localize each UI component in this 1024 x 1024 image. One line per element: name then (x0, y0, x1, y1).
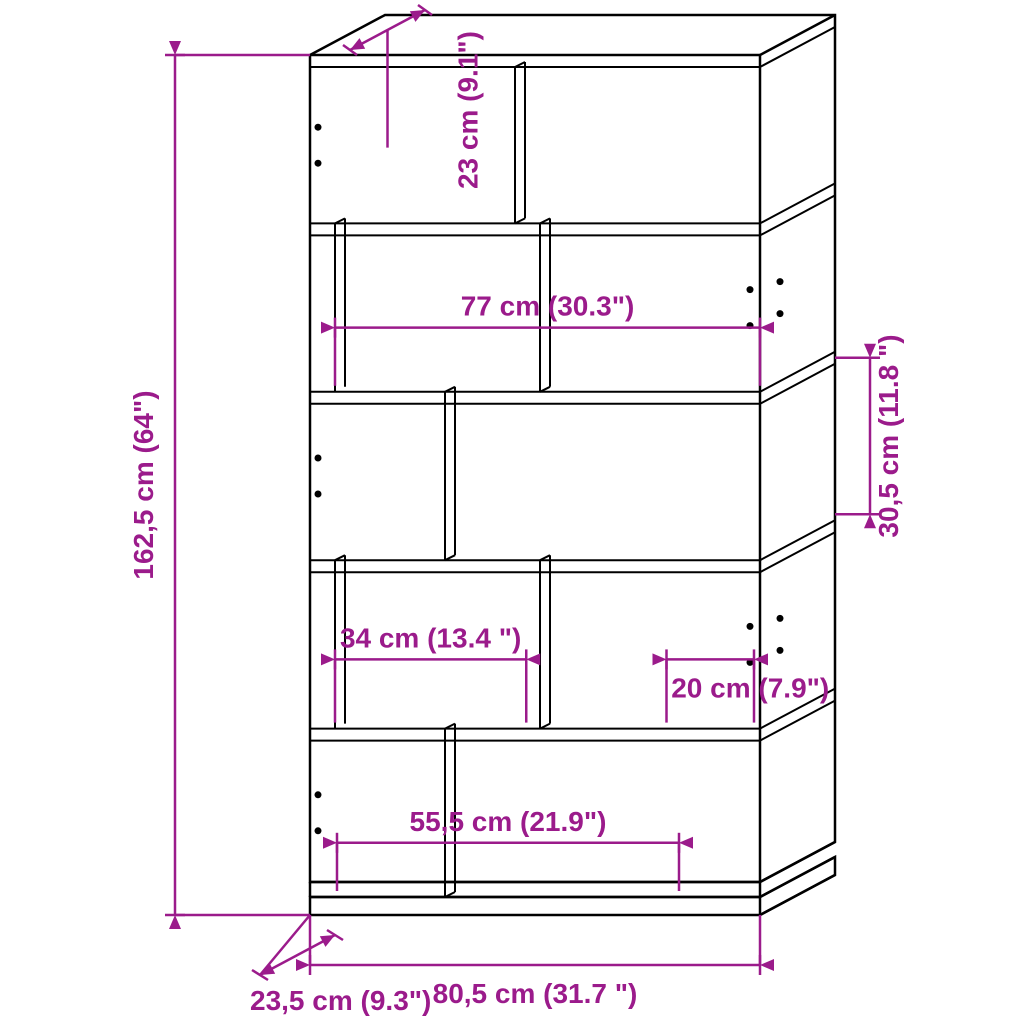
dim-depth: 23,5 cm (9.3") (250, 985, 431, 1016)
dim-width: 80,5 cm (31.7 ") (433, 978, 638, 1009)
dim-shelf-height: 30,5 cm (11.8 ") (873, 334, 904, 537)
dim-left-comp: 34 cm (13.4 ") (340, 622, 521, 653)
dim-mid-comp: 55,5 cm (21.9") (410, 806, 607, 837)
dim-right-comp: 20 cm (7.9") (671, 672, 829, 703)
dim-height: 162,5 cm (64") (128, 390, 159, 579)
dim-top-depth: 23 cm (9.1") (453, 31, 484, 189)
dim-inner-width: 77 cm (30.3") (461, 291, 635, 322)
